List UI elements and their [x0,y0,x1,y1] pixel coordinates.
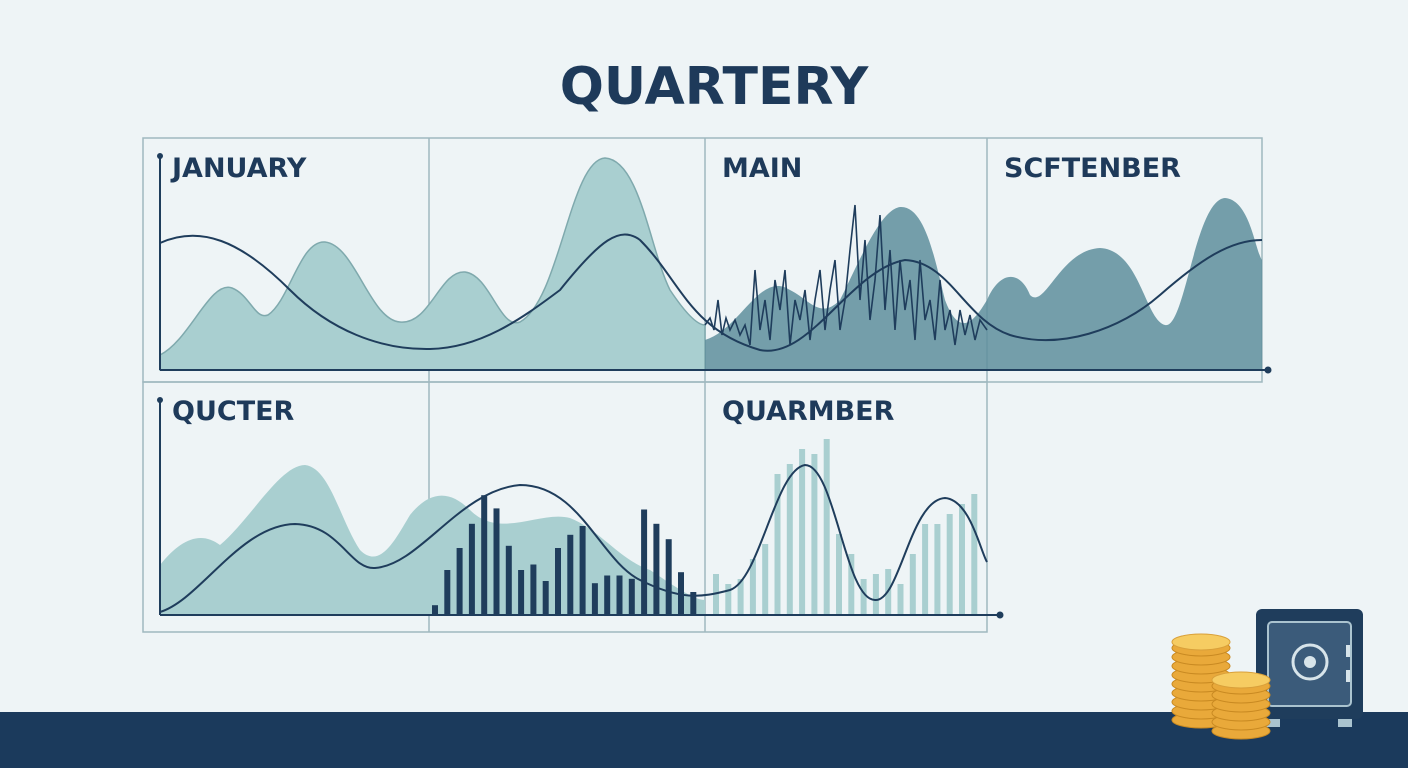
decor-bar [690,592,697,614]
axis-end [1264,366,1272,374]
decor-bar [922,524,929,614]
decor-bar [909,554,916,614]
decor-bar [591,583,598,614]
decor-bar [518,570,525,614]
decor-bar [678,572,684,614]
panel-label: QUCTER [172,396,295,427]
decor-bar [959,504,965,614]
wave-line [704,204,988,346]
coin-top [1211,671,1271,689]
decor-bar [860,579,867,614]
decor-bar [530,564,537,614]
coin-top [1171,633,1231,651]
decor-bar [737,579,744,614]
decor-bar [641,509,648,614]
decor-bar [628,578,635,614]
decor-bar [836,534,842,614]
decor-bar [493,508,500,614]
bottom-row-frame [142,381,988,633]
decor-bar [468,523,475,614]
page-title: QUARTERY [560,57,870,117]
decor-bar [542,581,549,614]
decor-bar [823,439,830,614]
decor-bar [897,584,904,614]
decor-bar [432,605,438,614]
decor-bar [934,524,941,614]
decor-bar [481,495,488,614]
decor-bar [946,514,953,614]
safe-icon [1256,609,1363,727]
area-shape [159,157,706,371]
decor-bar [774,474,781,614]
panel-label: MAIN [722,153,802,184]
decor-bar [604,575,611,614]
decor-bar [505,545,512,614]
panel-label: QUARMBER [722,396,895,427]
axis-end [157,397,163,403]
decor-bar [848,554,855,614]
decor-bar [762,544,769,614]
axis-end [157,153,163,159]
decor-bar [872,574,879,614]
area-shape [705,198,1262,370]
bar-group [432,439,978,614]
decor-bar [653,523,660,614]
panel-label: JANUARY [170,153,307,184]
decor-bar [971,494,978,614]
decor-bar [749,559,756,614]
decor-bar [444,570,451,614]
decor-bar [811,454,818,614]
decor-bar [456,548,463,614]
panel-label: SCFTENBER [1004,153,1181,184]
decor-bar [567,534,574,614]
decor-bar [579,526,586,614]
decor-bar [665,539,672,614]
decor-bar [799,449,806,614]
coins-icon [1171,633,1271,740]
decor-bar [555,548,561,614]
trend-line [159,463,988,613]
trend-line [159,233,1263,352]
decor-bar [616,575,623,614]
decor-bar [786,464,793,614]
axis-end [996,611,1004,619]
decor-bar [725,584,732,614]
